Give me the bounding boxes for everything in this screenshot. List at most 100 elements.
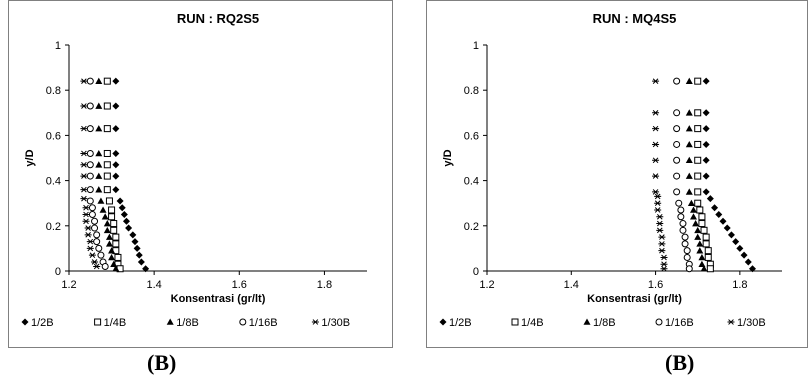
data-point [112, 125, 120, 133]
x-tick-label: 1.2 [479, 279, 494, 291]
legend-label: 1/2B [31, 317, 54, 329]
legend-marker [239, 318, 247, 326]
data-point [740, 251, 748, 259]
data-point [696, 240, 704, 247]
data-point [84, 232, 92, 238]
data-point [711, 204, 719, 212]
data-point [99, 206, 107, 213]
data-point [93, 238, 101, 246]
data-point [679, 226, 687, 234]
data-point [654, 193, 662, 200]
data-point [95, 186, 103, 193]
data-point [719, 217, 727, 225]
data-point [97, 251, 105, 259]
y-tick-label: 0.4 [464, 176, 479, 188]
legend-marker [655, 318, 663, 326]
data-point [685, 77, 693, 84]
series-1-30B [652, 78, 668, 272]
data-point [654, 200, 662, 207]
data-point [727, 231, 735, 239]
data-point [91, 217, 99, 225]
data-point [91, 224, 99, 232]
series-1-16B [673, 77, 693, 273]
data-point [110, 220, 118, 228]
data-point [88, 252, 96, 258]
data-point [101, 213, 109, 220]
data-point [702, 172, 710, 180]
data-point [105, 233, 113, 240]
data-point [86, 149, 94, 157]
data-point [698, 220, 706, 228]
data-point [80, 125, 88, 132]
data-point [698, 213, 706, 221]
data-point [694, 226, 702, 234]
x-tick-label: 1.2 [61, 279, 76, 291]
data-point [696, 247, 704, 254]
data-point [112, 102, 120, 110]
legend-item: 1/4B [94, 317, 126, 329]
data-point [706, 195, 714, 203]
data-point [95, 102, 103, 109]
data-point [88, 204, 96, 212]
legend-label: 1/30B [321, 317, 350, 329]
data-point [685, 156, 693, 164]
x-tick-label: 1.6 [232, 279, 247, 291]
y-tick-label: 0.6 [46, 130, 61, 142]
data-point [82, 211, 90, 218]
data-point [80, 161, 88, 168]
data-point [95, 161, 103, 168]
data-point [129, 231, 137, 239]
data-point [656, 213, 664, 220]
data-point [112, 77, 120, 85]
data-point [84, 225, 92, 231]
data-point [715, 211, 723, 218]
data-point [112, 172, 120, 180]
data-point [652, 141, 660, 148]
data-point [694, 233, 702, 240]
data-point [698, 253, 706, 261]
data-point [660, 254, 668, 261]
data-point [696, 206, 704, 214]
legend-item: 1/2B [439, 317, 472, 329]
legend-item: 1/16B [655, 317, 694, 329]
data-point [654, 207, 662, 213]
data-point [698, 260, 706, 268]
data-point [93, 231, 101, 239]
data-point [685, 125, 693, 132]
legend-marker [439, 318, 447, 326]
x-tick-label: 1.8 [317, 279, 332, 291]
x-axis-label: Konsentrasi (gr/lt) [171, 293, 266, 305]
data-point [677, 213, 685, 221]
data-point [702, 140, 710, 148]
data-point [704, 247, 712, 255]
data-point [131, 238, 139, 246]
legend-label: 1/16B [665, 317, 694, 329]
y-tick-label: 0.2 [464, 221, 479, 233]
data-point [95, 125, 103, 132]
legend-item: 1/8B [166, 317, 199, 329]
data-point [673, 156, 681, 164]
data-point [658, 241, 666, 247]
data-point [660, 261, 668, 268]
y-tick-label: 0.6 [464, 130, 479, 142]
data-point [702, 240, 710, 248]
data-point [82, 204, 90, 211]
data-point [652, 125, 660, 132]
data-point [673, 172, 681, 180]
data-point [694, 172, 702, 180]
data-point [125, 224, 133, 232]
data-point [103, 186, 111, 194]
data-point [658, 247, 666, 254]
data-point [692, 220, 700, 227]
data-point [103, 172, 111, 180]
legend-label: 1/16B [249, 317, 278, 329]
data-point [749, 265, 756, 273]
data-point [685, 188, 693, 195]
legend-item: 1/16B [239, 317, 278, 329]
data-point [706, 265, 714, 273]
data-point [702, 156, 710, 164]
data-point [108, 253, 116, 261]
data-point [105, 197, 113, 205]
data-point [101, 262, 109, 270]
legend-marker [583, 318, 591, 325]
